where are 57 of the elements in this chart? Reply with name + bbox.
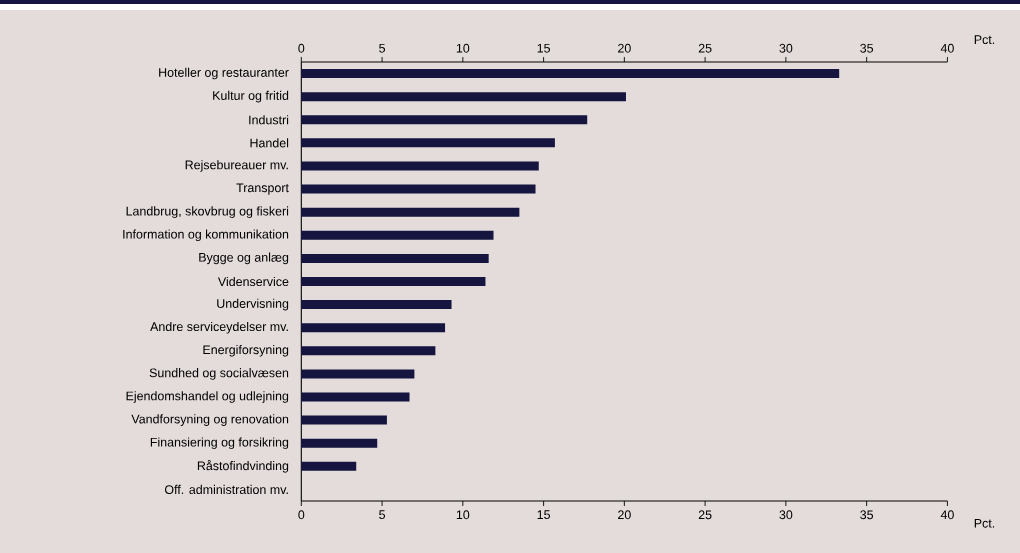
y-tick-label: Undervisning bbox=[217, 298, 289, 311]
y-tick-label: Videnservice bbox=[217, 276, 289, 287]
x2-tick-label: 15 bbox=[537, 43, 550, 53]
x2-tick-label: 35 bbox=[860, 43, 874, 53]
bar bbox=[301, 184, 536, 194]
y-tick-label: Off. administration mv. bbox=[164, 484, 288, 495]
x2-tick-label: 30 bbox=[779, 43, 793, 53]
x-tick-label: 15 bbox=[537, 510, 550, 520]
x2-tick-label: 0 bbox=[298, 43, 305, 53]
y-tick-label: Vandforsyning og renovation bbox=[131, 414, 289, 426]
x-tick-label: 20 bbox=[618, 510, 631, 520]
bar bbox=[301, 230, 494, 240]
y-tick-label: Råstofindvinding bbox=[197, 460, 289, 473]
bar bbox=[301, 461, 357, 471]
x-tick-label: 40 bbox=[940, 510, 954, 520]
y-tick-label: Hoteller og restauranter bbox=[159, 67, 289, 80]
x2-tick-label: 5 bbox=[379, 43, 386, 53]
bar bbox=[301, 323, 446, 333]
y-tick-label: Kultur og fritid bbox=[213, 90, 289, 103]
bar bbox=[301, 69, 840, 79]
bar bbox=[301, 300, 452, 310]
y-tick-label: Transport bbox=[236, 183, 289, 195]
y-tick-label: Rejsebureauer mv. bbox=[185, 160, 288, 172]
x-tick-label: 5 bbox=[379, 510, 386, 520]
y-tick-label: Finansiering og forsikring bbox=[150, 437, 289, 450]
bar bbox=[301, 369, 415, 379]
y-tick-label: Ejendomshandel og udlejning bbox=[126, 391, 289, 403]
x2-tick-label: 20 bbox=[618, 43, 631, 53]
bar bbox=[301, 138, 555, 148]
x2-tick-label: 10 bbox=[456, 43, 470, 53]
x-tick-label: 10 bbox=[456, 510, 470, 520]
bar bbox=[301, 276, 486, 286]
x2-tick-label: 40 bbox=[940, 43, 954, 53]
y-tick-label: Handel bbox=[250, 138, 289, 148]
x-tick-label: 25 bbox=[698, 510, 712, 520]
bar bbox=[301, 207, 520, 217]
x-tick-label: 0 bbox=[298, 510, 305, 520]
x-axis-title: Pct. bbox=[974, 518, 995, 528]
bar bbox=[301, 438, 378, 448]
bar bbox=[301, 115, 588, 125]
bar bbox=[301, 415, 387, 425]
x2-tick-label: 25 bbox=[698, 43, 712, 53]
bar bbox=[301, 346, 436, 356]
y-tick-label: Landbrug, skovbrug og fiskeri bbox=[126, 206, 289, 218]
bar bbox=[301, 161, 539, 171]
y-tick-label: Sundhed og socialvæsen bbox=[149, 368, 289, 380]
x-tick-label: 30 bbox=[779, 510, 793, 520]
y-tick-label: Energiforsyning bbox=[203, 344, 289, 357]
bar bbox=[301, 92, 626, 102]
y-tick-label: Industri bbox=[249, 115, 289, 125]
y-tick-label: Andre serviceydelser mv. bbox=[150, 321, 288, 334]
x2-axis-title: Pct. bbox=[974, 35, 995, 45]
x-tick-label: 35 bbox=[860, 510, 874, 520]
bar bbox=[301, 253, 489, 263]
y-tick-label: Information og kommunikation bbox=[123, 229, 289, 242]
bar bbox=[301, 392, 410, 402]
y-tick-label: Bygge og anlæg bbox=[199, 252, 289, 265]
